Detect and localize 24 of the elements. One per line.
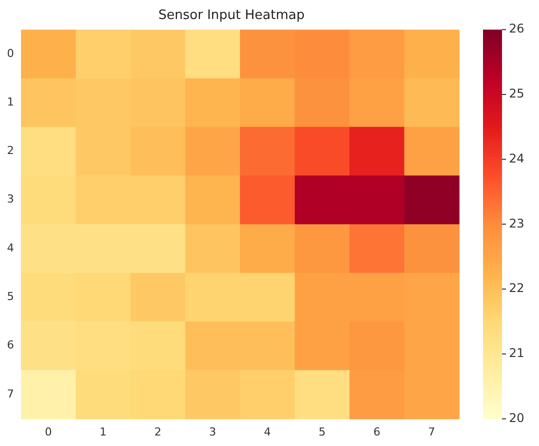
x-tick-label: 1: [100, 425, 107, 438]
y-tick-label: 7: [7, 387, 14, 400]
x-tick-label: 2: [154, 425, 162, 438]
color-bar-label: 20: [509, 410, 524, 425]
color-bar-label: 24: [509, 151, 524, 166]
x-tick-label: 3: [209, 425, 216, 438]
y-tick-label: 6: [7, 338, 14, 352]
y-tick-label: 1: [7, 95, 14, 108]
color-bar-label: 21: [509, 346, 524, 360]
color-bar-label: 25: [509, 86, 524, 101]
x-tick-label: 0: [44, 425, 52, 438]
chart-title: Sensor Input Heatmap: [158, 8, 305, 24]
color-bar-label: 22: [509, 281, 524, 296]
color-bar-label: 26: [509, 22, 524, 36]
x-tick-label: 6: [373, 425, 380, 438]
x-tick-label: 5: [318, 425, 326, 438]
x-tick-label: 7: [428, 425, 436, 438]
x-tick-label: 4: [264, 425, 271, 438]
y-tick-label: 4: [7, 241, 14, 254]
y-tick-label: 3: [7, 192, 14, 206]
color-bar-label: 23: [509, 216, 524, 230]
y-tick-label: 5: [7, 290, 14, 304]
y-tick-label: 2: [7, 144, 14, 158]
y-tick-label: 0: [7, 46, 14, 60]
